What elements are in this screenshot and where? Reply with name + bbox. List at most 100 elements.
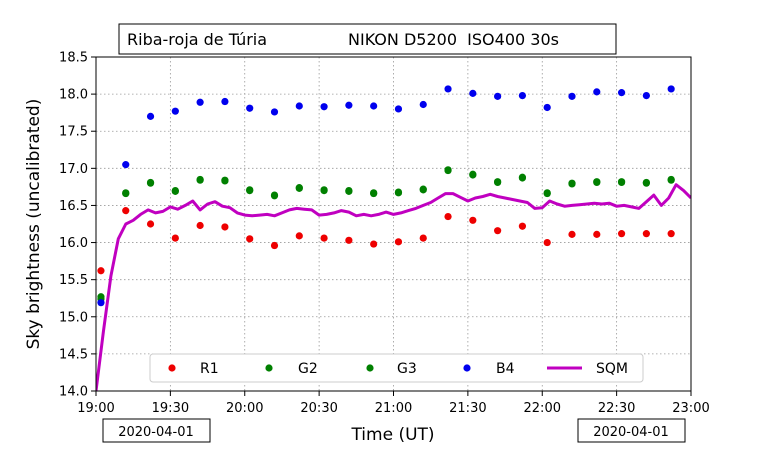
data-point-g3 <box>221 177 229 185</box>
x-tick-label: 21:00 <box>375 401 412 416</box>
y-tick-label: 14.0 <box>59 385 88 400</box>
data-point-r1 <box>543 238 551 247</box>
y-tick-label: 15.0 <box>59 310 88 325</box>
data-point-r1 <box>518 222 527 230</box>
data-point-b4 <box>196 98 204 106</box>
data-point-g3 <box>518 174 527 182</box>
legend-marker-g2 <box>265 364 273 372</box>
legend-label-b4: B4 <box>496 361 515 377</box>
legend-label-g3: G3 <box>397 361 417 377</box>
legend: R1 G2 G3 B4 SQM <box>149 353 644 383</box>
x-tick-label: 19:00 <box>77 401 114 416</box>
chart-title-box: Riba-roja de Túria NIKON D5200 ISO400 30… <box>118 23 617 55</box>
data-point-b4 <box>171 107 179 115</box>
data-point-b4 <box>419 100 427 109</box>
data-point-g3 <box>295 184 303 192</box>
data-point-r1 <box>642 230 650 238</box>
data-point-g3 <box>146 179 155 187</box>
data-point-b4 <box>518 91 527 100</box>
data-point-b4 <box>617 89 626 97</box>
data-point-b4 <box>122 161 130 169</box>
legend-marker-r1 <box>168 364 176 372</box>
data-point-r1 <box>146 220 155 228</box>
data-point-r1 <box>419 234 427 242</box>
data-point-g3 <box>593 178 601 187</box>
data-point-g3 <box>122 189 130 198</box>
y-tick-label: 17.5 <box>59 125 88 140</box>
x-tick-label: 22:00 <box>524 401 561 416</box>
data-point-g3 <box>667 176 675 184</box>
data-point-b4 <box>295 102 303 110</box>
data-point-b4 <box>146 112 155 120</box>
data-point-r1 <box>295 232 303 240</box>
points-layer <box>97 85 675 307</box>
x-axis-ticks: 19:00 19:30 20:00 20:30 21:00 21:30 22:00 22:30… <box>77 391 710 416</box>
data-point-b4 <box>444 85 452 93</box>
legend-label-r1: R1 <box>200 361 219 377</box>
data-point-b4 <box>221 97 229 106</box>
data-point-r1 <box>469 216 477 224</box>
data-point-g3 <box>345 187 353 195</box>
data-point-g3 <box>494 178 502 187</box>
data-point-r1 <box>246 235 254 243</box>
legend-marker-g3 <box>366 364 374 372</box>
series-line-sqm <box>96 183 691 391</box>
sqm-line-layer <box>96 183 691 391</box>
data-point-r1 <box>568 230 576 238</box>
data-point-g3 <box>394 189 403 197</box>
data-point-b4 <box>568 92 576 100</box>
x-tick-label: 21:30 <box>449 401 486 416</box>
data-point-b4 <box>667 85 675 93</box>
data-point-g3 <box>320 187 328 195</box>
plot-area <box>96 57 691 391</box>
legend-label-g2: G2 <box>298 361 318 377</box>
data-point-r1 <box>122 207 130 215</box>
data-point-g3 <box>370 189 378 198</box>
x-tick-label: 19:30 <box>152 401 189 416</box>
data-point-b4 <box>370 102 378 110</box>
data-point-r1 <box>667 230 675 238</box>
data-point-g3 <box>196 176 204 184</box>
data-point-r1 <box>617 230 626 238</box>
data-point-g3 <box>543 189 551 198</box>
data-point-b4 <box>97 299 105 307</box>
y-tick-label: 16.5 <box>59 199 88 214</box>
data-point-g3 <box>419 186 427 194</box>
data-point-r1 <box>593 230 601 238</box>
date-left: 2020-04-01 <box>118 425 194 440</box>
data-point-g3 <box>469 171 477 179</box>
data-point-b4 <box>494 92 502 100</box>
data-point-r1 <box>196 221 204 230</box>
data-point-g3 <box>246 187 254 195</box>
title-camera: NIKON D5200 ISO400 30s <box>348 30 559 49</box>
x-tick-label: 20:00 <box>226 401 263 416</box>
data-point-g3 <box>642 179 650 187</box>
data-point-b4 <box>593 88 601 96</box>
data-point-b4 <box>543 103 551 112</box>
data-point-g3 <box>270 192 279 200</box>
y-tick-label: 16.0 <box>59 236 88 251</box>
data-point-b4 <box>469 89 477 97</box>
data-point-r1 <box>171 234 179 242</box>
data-point-r1 <box>320 234 328 242</box>
data-point-r1 <box>345 236 353 244</box>
date-left-box: 2020-04-01 <box>102 418 211 443</box>
data-point-g3 <box>444 166 452 175</box>
date-right-box: 2020-04-01 <box>577 418 686 443</box>
data-point-g3 <box>617 178 626 187</box>
legend-marker-b4 <box>463 364 471 372</box>
x-axis-label: Time (UT) <box>350 425 434 445</box>
data-point-g3 <box>171 187 179 195</box>
x-tick-label: 23:00 <box>672 401 709 416</box>
data-point-r1 <box>370 240 378 248</box>
data-point-r1 <box>221 223 229 231</box>
data-point-g3 <box>568 180 576 188</box>
data-point-b4 <box>345 101 353 109</box>
title-location: Riba-roja de Túria <box>127 30 267 49</box>
data-point-b4 <box>394 105 403 113</box>
legend-label-sqm: SQM <box>596 361 628 377</box>
data-point-r1 <box>444 212 452 221</box>
data-point-b4 <box>246 104 254 112</box>
data-point-b4 <box>320 103 328 111</box>
